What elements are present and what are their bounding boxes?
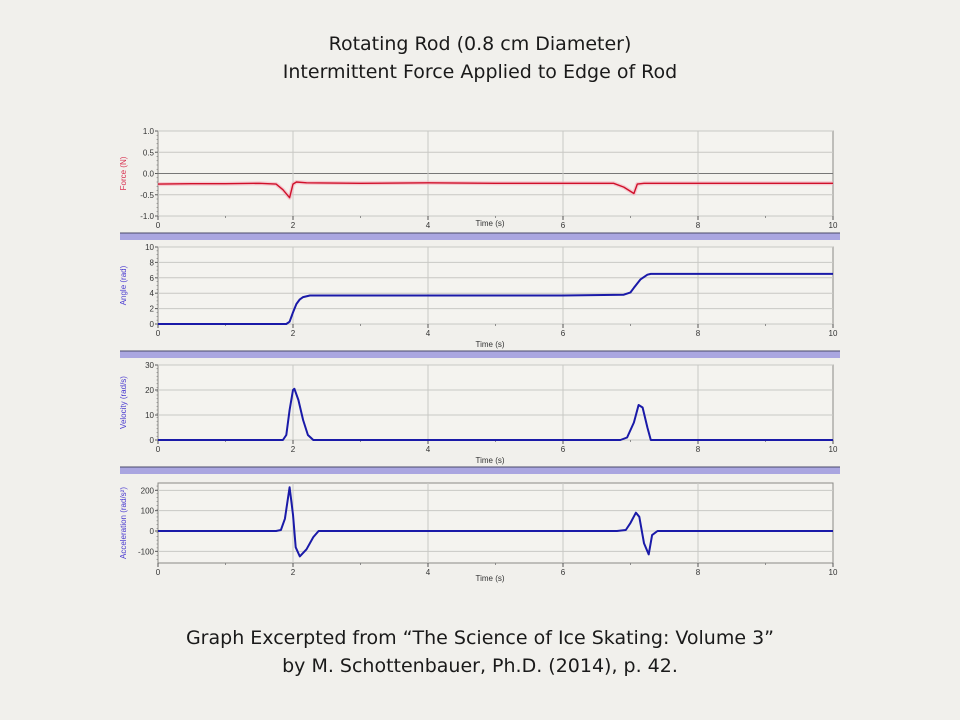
y-tick-label: 0.0 — [143, 170, 155, 179]
x-tick-label: 10 — [829, 329, 838, 338]
x-tick-label: 4 — [426, 568, 431, 577]
caption-line-1: Graph Excerpted from “The Science of Ice… — [185, 627, 775, 649]
x-tick-label: 8 — [696, 568, 701, 577]
x-tick-label: 4 — [426, 221, 431, 230]
y-tick-label: 200 — [141, 486, 155, 495]
title-line-2: Intermittent Force Applied to Edge of Ro… — [282, 61, 678, 83]
y-tick-label: 10 — [145, 411, 154, 420]
y-tick-label: 0 — [150, 436, 155, 445]
y-tick-label: 30 — [145, 361, 154, 370]
chart-title: Rotating Rod (0.8 cm Diameter) Intermitt… — [0, 30, 960, 86]
x-axis-label: Time (s) — [475, 456, 504, 465]
x-tick-label: 2 — [291, 445, 296, 454]
x-tick-label: 0 — [156, 445, 161, 454]
x-tick-label: 10 — [829, 445, 838, 454]
x-tick-label: 6 — [561, 329, 566, 338]
panel-divider — [120, 233, 840, 240]
x-tick-label: 6 — [561, 568, 566, 577]
y-tick-label: 6 — [150, 274, 155, 283]
y-tick-label: 1.0 — [143, 127, 155, 136]
x-axis-label: Time (s) — [475, 219, 504, 228]
caption: Graph Excerpted from “The Science of Ice… — [0, 624, 960, 680]
x-tick-label: 8 — [696, 221, 701, 230]
velocity-chart: 30 20 10 00 2 4 6 8 10 Time (s) Velocity (rad/s) — [119, 361, 838, 465]
panel-divider — [120, 351, 840, 358]
x-tick-label: 0 — [156, 329, 161, 338]
x-tick-label: 2 — [291, 568, 296, 577]
y-tick-label: -0.5 — [140, 191, 154, 200]
y-tick-label: 8 — [150, 258, 155, 267]
velocity-series-line — [158, 387, 833, 441]
y-tick-label: 20 — [145, 386, 154, 395]
x-tick-label: 6 — [561, 221, 566, 230]
force-chart: 1.0 0.5 0.0 -0.5 -1.00 2 4 6 8 10 Time (s) Force (N… — [119, 127, 838, 230]
x-axis-label: Time (s) — [475, 574, 504, 583]
y-axis-label: Angle (rad) — [119, 265, 128, 305]
x-tick-label: 0 — [156, 568, 161, 577]
velocity-plot-area — [157, 364, 834, 441]
x-axis-label: Time (s) — [475, 340, 504, 349]
x-tick-label: 10 — [829, 221, 838, 230]
x-tick-label: 0 — [156, 221, 161, 230]
x-tick-label: 4 — [426, 329, 431, 338]
force-series-line — [157, 181, 833, 199]
angle-series-line — [158, 272, 833, 325]
y-tick-label: 2 — [150, 305, 155, 314]
x-tick-label: 8 — [696, 445, 701, 454]
y-tick-label: 0 — [150, 527, 155, 536]
acceleration-series-line — [158, 486, 833, 558]
x-tick-label: 2 — [291, 221, 296, 230]
y-axis-label: Acceleration (rad/s²) — [119, 487, 128, 559]
y-axis-label: Force (N) — [119, 156, 128, 190]
acceleration-chart: 200 100 0 -100 0 2 4 6 8 10 Time (s) Acceleration (… — [119, 482, 838, 583]
y-tick-label: 0 — [150, 320, 155, 329]
x-tick-label: 6 — [561, 445, 566, 454]
y-tick-label: -100 — [138, 547, 155, 556]
y-tick-label: -1.0 — [140, 212, 154, 221]
y-tick-label: 0.5 — [143, 148, 155, 157]
angle-chart: 10 8 6 4 2 00 2 4 6 8 10 Time (s) Angle (rad) — [119, 243, 838, 349]
y-axis-label: Velocity (rad/s) — [119, 376, 128, 429]
x-tick-label: 10 — [829, 568, 838, 577]
acceleration-plot-area — [157, 482, 834, 564]
y-tick-label: 100 — [141, 507, 155, 516]
y-tick-label: 4 — [150, 289, 155, 298]
angle-plot-area — [157, 246, 834, 325]
title-line-1: Rotating Rod (0.8 cm Diameter) — [328, 33, 632, 55]
x-tick-label: 2 — [291, 329, 296, 338]
x-tick-label: 4 — [426, 445, 431, 454]
panel-divider — [120, 467, 840, 474]
x-tick-label: 8 — [696, 329, 701, 338]
caption-line-2: by M. Schottenbauer, Ph.D. (2014), p. 42… — [282, 655, 678, 677]
y-tick-label: 10 — [145, 243, 154, 252]
